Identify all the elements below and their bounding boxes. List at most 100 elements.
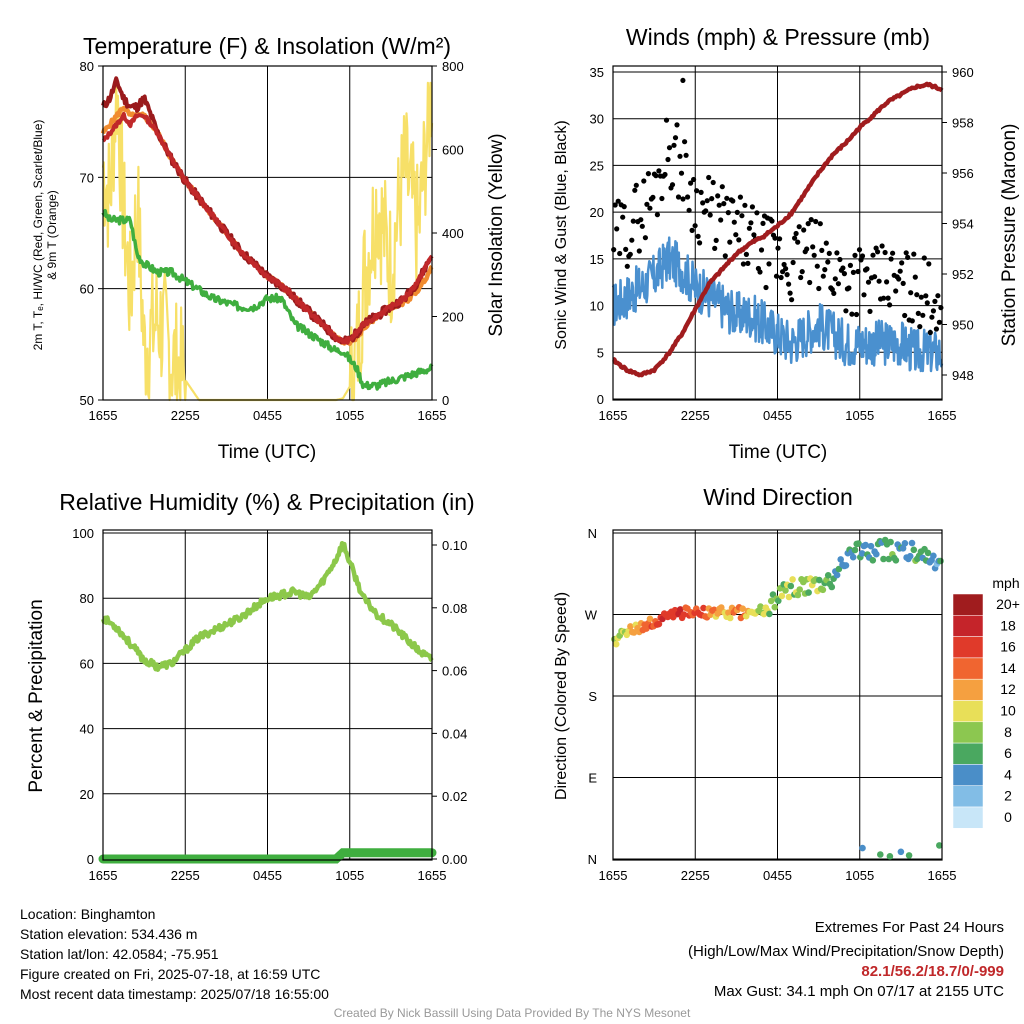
direction-point	[937, 557, 944, 565]
gust-point	[852, 252, 858, 258]
gust-point	[692, 223, 698, 229]
gust-point	[876, 278, 882, 284]
gust-point	[749, 204, 756, 210]
gust-point	[890, 250, 896, 256]
legend-label: 2	[1004, 788, 1012, 804]
gust-point	[915, 310, 921, 316]
gust-point	[853, 311, 860, 318]
gust-point	[734, 209, 740, 215]
extremes-values: 82.1/56.2/18.7/0/-999	[861, 963, 1004, 980]
gust-point	[697, 240, 703, 246]
gust-point	[909, 318, 915, 324]
gust-point	[829, 286, 835, 293]
gust-point	[751, 232, 757, 238]
gust-point	[647, 205, 653, 211]
legend-label: 12	[1000, 681, 1016, 697]
gust-points	[611, 77, 944, 336]
dir-xtick-label: 1655	[599, 868, 628, 883]
gust-point	[713, 237, 719, 243]
gust-point	[722, 253, 728, 259]
gust-point	[677, 153, 683, 159]
legend-swatch	[952, 721, 984, 744]
winds-xtick-label: 2255	[681, 408, 710, 423]
max-gust-point	[680, 77, 686, 84]
dir-xtick-label: 2255	[681, 868, 710, 883]
legend-swatch	[952, 806, 984, 829]
gust-point	[757, 269, 763, 275]
gust-point	[917, 324, 923, 330]
gust-point	[769, 218, 775, 224]
rh-xtick-label: 1655	[89, 868, 118, 883]
legend-swatch	[952, 615, 984, 637]
gust-point	[724, 195, 730, 201]
temp-y-axis-label-line2: & 9m T (Orange)	[45, 190, 59, 280]
direction-point	[859, 844, 866, 852]
temp-ytick-label: 70	[80, 170, 94, 185]
recent-data-text: Most recent data timestamp: 2025/07/18 1…	[20, 986, 329, 1002]
rh-ytick-label: 60	[80, 656, 94, 671]
temp-xtick-label: 1655	[418, 408, 447, 423]
legend-swatch	[952, 700, 984, 723]
temp-xtick-label: 2255	[171, 408, 200, 423]
rh-y2tick-label: 0.08	[442, 601, 467, 616]
gust-point	[763, 284, 769, 291]
legend-swatch	[952, 785, 984, 808]
gust-point	[799, 269, 805, 275]
gust-point	[896, 276, 902, 282]
legend-title: mph	[992, 575, 1019, 591]
gust-point	[923, 293, 929, 299]
direction-point	[842, 562, 850, 569]
winds-ytick-label: 10	[590, 299, 604, 314]
gust-point	[902, 312, 908, 319]
direction-point	[796, 586, 803, 593]
gust-point	[850, 269, 857, 275]
gust-point	[849, 311, 855, 317]
gust-point	[730, 198, 736, 204]
speed-color-legend: mph 20+ 18 16 14 12 10 8 6 4 2 0	[952, 575, 1020, 829]
gust-point	[861, 292, 867, 298]
gust-point	[688, 180, 694, 186]
temp-y2tick-label: 400	[442, 226, 464, 241]
gust-point	[659, 195, 665, 202]
gust-point	[786, 281, 792, 287]
temp-border	[102, 65, 433, 401]
winds-y2tick-label: 958	[952, 116, 974, 131]
rh-y2tick-label: 0.00	[442, 852, 467, 867]
gust-point	[725, 210, 731, 216]
gust-point	[773, 273, 780, 279]
winds-chart-title: Winds (mph) & Pressure (mb)	[626, 24, 930, 50]
winds-y-axis-label: Sonic Wind & Gust (Blue, Black)	[553, 120, 570, 349]
gust-point	[912, 274, 918, 280]
direction-point	[725, 609, 732, 616]
gust-point	[642, 235, 649, 241]
rh-xtick-label: 1655	[418, 868, 447, 883]
gust-point	[617, 250, 623, 257]
dir-ytick-label: S	[588, 689, 597, 704]
legend-label: 16	[1000, 639, 1016, 655]
winds-ytick-label: 20	[590, 205, 604, 220]
legend-label: 20+	[996, 596, 1020, 612]
temp-ytick-label: 80	[80, 59, 94, 74]
gust-point	[719, 184, 725, 190]
temp-y2tick-label: 0	[442, 393, 449, 408]
dir-border	[612, 529, 943, 861]
winds-y2tick-label: 950	[952, 318, 974, 333]
direction-point	[794, 591, 802, 599]
gust-point	[669, 182, 676, 188]
gust-point	[663, 117, 670, 123]
gust-point	[875, 249, 881, 255]
winds-y2tick-label: 960	[952, 65, 974, 80]
gust-point	[709, 196, 715, 202]
direction-point	[892, 557, 900, 564]
gust-point	[743, 251, 750, 257]
direction-point	[873, 550, 880, 558]
gust-point	[808, 217, 814, 223]
gust-point	[805, 221, 811, 227]
gust-point	[843, 308, 849, 314]
gust-point	[671, 142, 677, 148]
dir-ytick-label: N	[588, 526, 597, 541]
direction-point	[782, 587, 789, 594]
dir-y-axis-label: Direction (Colored By Speed)	[553, 592, 570, 800]
gust-point	[650, 194, 656, 200]
rh-y2tick-label: 0.04	[442, 726, 467, 741]
